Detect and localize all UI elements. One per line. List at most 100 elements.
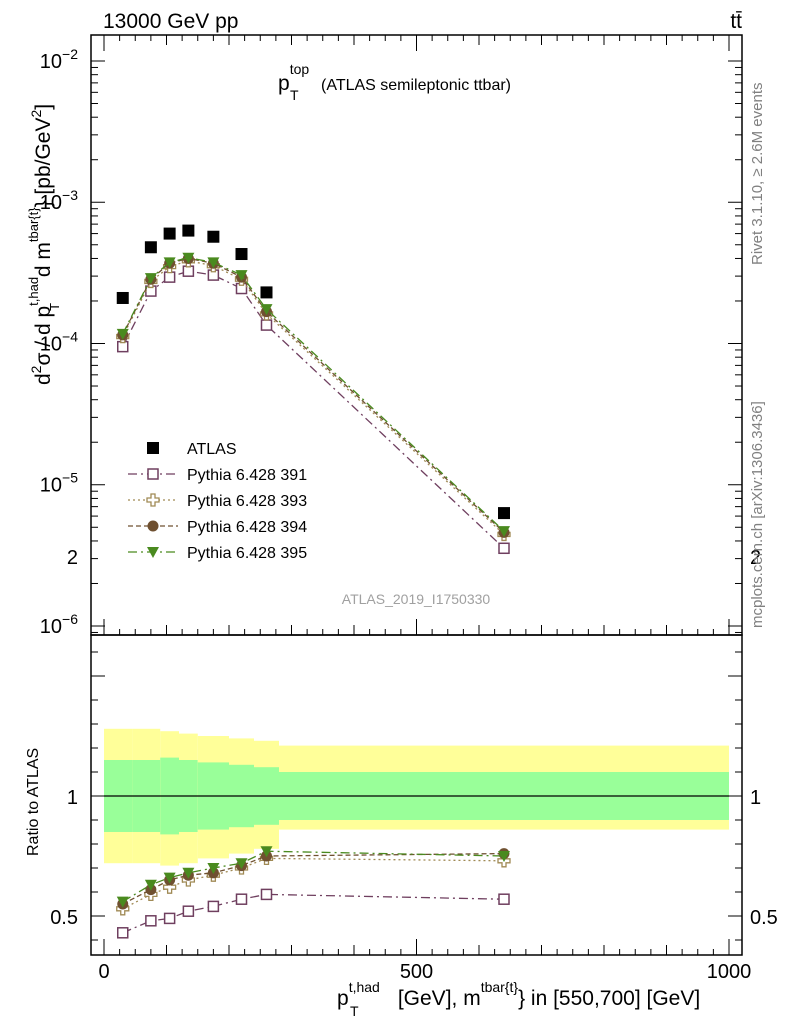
ratio-data-point [182,905,195,917]
main-data-point [207,257,220,269]
ylabel-m-sup: tbar{t} [26,207,41,242]
main-data-point [144,273,157,285]
y-tick-exponent: −3 [62,187,78,203]
main-series-line [122,257,505,532]
y-tick-exponent: −5 [62,470,78,486]
main-data-point [235,270,248,282]
ratio-data-point [235,893,248,905]
x-axis-label: pt,had T [GeV], mtbar{t}} in [550,700] [G… [337,979,700,1019]
title-rest: (ATLAS semileptonic ttbar) [321,77,511,94]
plot-title: ptop T (ATLAS semileptonic ttbar) [278,61,511,103]
legend-label: Pythia 6.428 394 [187,519,307,536]
main-data-point [163,257,176,269]
ylabel-p-sub: T [47,303,62,311]
ratio-data-point [117,927,129,939]
ratio-data-point [207,863,220,874]
main-y-axis-label: d2σ / d pt,hadT d mtbar{t}} [pb/GeV2] [26,104,62,385]
ratio-data-point [144,879,157,891]
ylabel-units: } [pb/GeV [32,118,55,208]
main-data-point [235,248,248,261]
main-data-point [163,227,176,240]
xlabel-p-sup: t,had [349,979,380,995]
y-tick-mantissa: 10 [40,333,62,355]
ratio-data-point [162,880,177,894]
main-data-point [260,319,273,331]
ratio-data-point [235,858,248,870]
main-data-point [182,252,195,264]
main-series-line [122,260,505,535]
x-tick-label: 0 [98,961,109,983]
main-data-point [116,291,129,304]
main-data-point [207,230,220,243]
ylabel-sigma-p: σ / d p [32,306,55,366]
y-tick-label: 10−2 [40,46,78,73]
data-series [116,224,511,939]
ratio-y-tick-label: 2 [67,547,78,569]
ratio-y-tick-label: 0.5 [50,907,78,929]
legend: ATLAS Pythia 6.428 391 Pythia 6.428 393 Pyt… [128,441,307,562]
legend-marker [147,468,159,480]
xlabel-m-sup: tbar{t} [481,979,519,995]
ratio-y-tick-label-right: 1 [750,787,761,809]
y-tick-label: 10−3 [40,187,78,214]
main-data-point [498,542,510,555]
y-tick-exponent: −4 [62,328,78,344]
energy-label: 13000 GeV pp [103,10,238,33]
ratio-data-point [260,888,273,901]
main-data-point [498,526,510,538]
legend-label: Pythia 6.428 391 [187,467,307,484]
y-tick-exponent: −2 [62,46,78,62]
main-data-point [182,224,195,237]
ylabel-close: ] [32,104,55,110]
process-label: tt̄ [730,10,742,33]
legend-label: Pythia 6.428 395 [187,545,307,562]
main-data-point [163,271,176,283]
title-sub: T [290,87,299,103]
y-tick-mantissa: 10 [40,51,62,73]
ratio-series-line [122,850,505,903]
xlabel-gev-m: [GeV], m [392,987,481,1010]
ratio-y-tick-label-right: 2 [750,547,761,569]
y-tick-mantissa: 10 [40,616,62,638]
main-data-point [260,304,273,316]
main-data-point [144,241,157,254]
y-tick-mantissa: 10 [40,475,62,497]
y-tick-exponent: −6 [62,611,78,627]
legend-marker [147,442,159,454]
main-data-point [116,328,129,340]
main-series-line [122,270,505,549]
ratio-y-axis-label: Ratio to ATLAS [25,748,42,856]
xlabel-p-sub: T [350,1003,359,1019]
y-tick-label: 10−5 [40,470,78,497]
xlabel-range: } in [550,700] [GeV] [518,987,700,1010]
ylabel-p-sup: t,had [26,277,41,306]
ratio-data-point [260,846,273,858]
ratio-y-tick-label: 1 [67,787,78,809]
mcplots-label: mcplots.cern.ch [arXiv:1306.3436] [749,401,766,628]
ratio-data-point [163,912,176,925]
ratio-data-point [182,867,195,879]
x-tick-label: 500 [400,961,433,983]
y-tick-label: 10−6 [40,611,78,638]
rivet-label: Rivet 3.1.10, ≥ 2.6M events [749,83,766,266]
legend-label: ATLAS [187,441,237,458]
ratio-data-point [163,872,176,884]
uncertainty-bands [104,728,729,866]
legend-marker [146,493,160,507]
ratio-data-point [145,915,157,927]
analysis-id-label: ATLAS_2019_I1750330 [342,591,491,607]
legend-marker [147,547,159,558]
ratio-series-line [122,857,505,910]
axis-ticks: 10−610−510−410−310−20.5 0.51 12 20 500 1000 [40,35,778,983]
x-tick-label: 1000 [707,961,752,983]
title-sup: top [290,61,310,77]
ratio-data-point [207,900,220,913]
main-data-point [498,507,510,520]
title-main: p [278,72,290,95]
ratio-data-point [498,893,510,905]
y-tick-mantissa: 10 [40,192,62,214]
main-data-point [260,286,273,299]
y-tick-label: 10−4 [40,328,78,355]
main-series-line [122,257,505,533]
